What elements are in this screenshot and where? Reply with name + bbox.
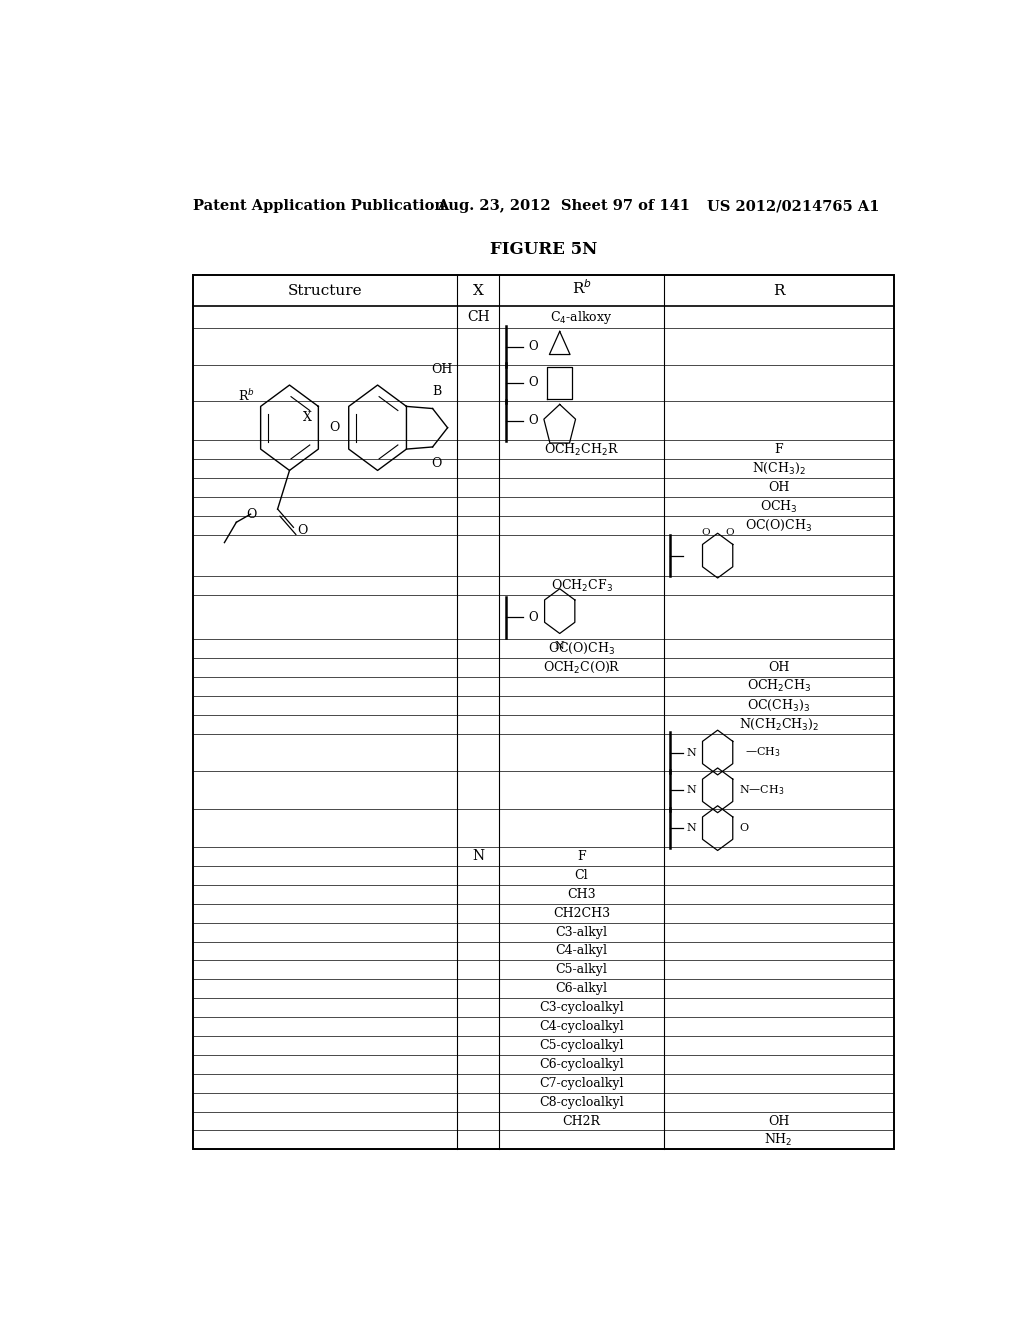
Text: FIGURE 5N: FIGURE 5N	[490, 242, 597, 259]
Text: X: X	[303, 411, 312, 424]
Text: N(CH$_3$)$_2$: N(CH$_3$)$_2$	[752, 461, 806, 477]
Text: OH: OH	[768, 480, 790, 494]
Text: Aug. 23, 2012  Sheet 97 of 141: Aug. 23, 2012 Sheet 97 of 141	[437, 199, 690, 213]
Text: CH3: CH3	[567, 888, 596, 900]
Text: O: O	[246, 508, 256, 520]
Text: Structure: Structure	[288, 284, 362, 297]
Text: O: O	[297, 524, 308, 537]
Text: OCH$_2$C(O)R: OCH$_2$C(O)R	[543, 660, 621, 675]
Text: N—CH$_3$: N—CH$_3$	[739, 784, 784, 797]
Text: C4-cycloalkyl: C4-cycloalkyl	[540, 1020, 624, 1034]
Text: O: O	[528, 414, 538, 428]
Text: C3-alkyl: C3-alkyl	[556, 925, 607, 939]
Text: R$^b$: R$^b$	[571, 279, 592, 297]
Text: C6-cycloalkyl: C6-cycloalkyl	[540, 1057, 624, 1071]
Text: C6-alkyl: C6-alkyl	[556, 982, 607, 995]
Text: O: O	[739, 824, 749, 833]
Text: OCH$_2$CH$_2$R: OCH$_2$CH$_2$R	[544, 442, 620, 458]
Text: N: N	[472, 850, 484, 863]
Text: OCH$_3$: OCH$_3$	[760, 499, 798, 515]
Text: R: R	[773, 284, 784, 297]
Text: N: N	[686, 824, 696, 833]
Text: O: O	[528, 611, 538, 624]
Text: C3-cycloalkyl: C3-cycloalkyl	[540, 1001, 624, 1014]
Text: CH2R: CH2R	[562, 1114, 600, 1127]
Text: F: F	[578, 850, 586, 863]
Text: OH: OH	[768, 1114, 790, 1127]
Text: C5-alkyl: C5-alkyl	[556, 964, 607, 977]
Text: N: N	[555, 640, 564, 651]
Text: N: N	[686, 785, 696, 796]
Text: OCH$_2$CF$_3$: OCH$_2$CF$_3$	[551, 578, 612, 594]
Text: OH: OH	[768, 661, 790, 675]
Text: C5-cycloalkyl: C5-cycloalkyl	[540, 1039, 624, 1052]
Text: O: O	[725, 528, 734, 537]
Text: OC(O)CH$_3$: OC(O)CH$_3$	[548, 642, 615, 656]
Text: C7-cycloalkyl: C7-cycloalkyl	[540, 1077, 624, 1090]
Text: N(CH$_2$CH$_3$)$_2$: N(CH$_2$CH$_3$)$_2$	[738, 717, 819, 731]
Text: F: F	[774, 444, 783, 457]
Text: C8-cycloalkyl: C8-cycloalkyl	[540, 1096, 624, 1109]
Text: OC(O)CH$_3$: OC(O)CH$_3$	[745, 517, 812, 533]
Text: CH: CH	[467, 310, 489, 325]
Text: O: O	[330, 421, 340, 434]
Text: O: O	[528, 341, 538, 352]
Text: O: O	[431, 457, 441, 470]
Text: —CH$_3$: —CH$_3$	[744, 746, 780, 759]
Text: OCH$_2$CH$_3$: OCH$_2$CH$_3$	[746, 678, 811, 694]
Bar	[194, 276, 894, 1150]
Text: US 2012/0214765 A1: US 2012/0214765 A1	[708, 199, 880, 213]
Text: N: N	[686, 747, 696, 758]
Text: B: B	[432, 385, 441, 399]
Text: Cl: Cl	[574, 869, 589, 882]
Text: X: X	[473, 284, 483, 297]
Text: R$^b$: R$^b$	[238, 388, 255, 404]
Text: Patent Application Publication: Patent Application Publication	[194, 199, 445, 213]
Text: C$_4$-alkoxy: C$_4$-alkoxy	[550, 309, 612, 326]
Text: O: O	[701, 528, 710, 537]
Text: O: O	[528, 376, 538, 389]
Text: NH$_2$: NH$_2$	[765, 1131, 793, 1148]
Text: CH2CH3: CH2CH3	[553, 907, 610, 920]
Text: OC(CH$_3$)$_3$: OC(CH$_3$)$_3$	[748, 698, 810, 713]
Text: OH: OH	[431, 363, 453, 376]
Text: C4-alkyl: C4-alkyl	[556, 944, 607, 957]
